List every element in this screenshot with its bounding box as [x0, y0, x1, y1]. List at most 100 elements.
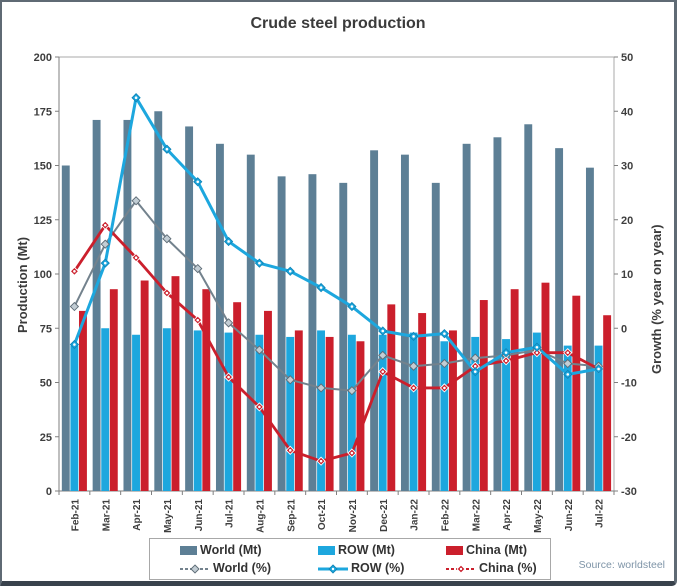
right-axis-tick-label: -10 [621, 378, 637, 390]
x-axis-label: Feb-21 [70, 499, 81, 532]
marker-World (%) [285, 375, 295, 385]
marker-dot [134, 256, 138, 260]
bar-World (Mt) [555, 148, 564, 491]
marker-dot [566, 373, 570, 376]
right-axis-title: Growth (% year on year) [649, 224, 664, 374]
world-mt-swatch-icon [180, 545, 197, 555]
marker-dot [350, 451, 354, 455]
marker-dot [196, 318, 200, 322]
bar-China (Mt) [418, 313, 427, 491]
marker-dot [412, 335, 415, 338]
legend-label-world-pct: World (%) [213, 560, 272, 575]
bar-China (Mt) [79, 310, 87, 491]
legend-item-world-mt: World (Mt) [158, 543, 296, 557]
marker-dot [473, 364, 477, 368]
bar-China (Mt) [140, 280, 149, 491]
left-axis-tick-label: 125 [34, 215, 52, 227]
right-axis-tick-label: 50 [621, 52, 633, 64]
bar-ROW (Mt) [502, 339, 510, 491]
marker-dot [504, 359, 508, 363]
bar-ROW (Mt) [347, 334, 356, 491]
legend-marker-dot [331, 567, 335, 570]
bar-World (Mt) [61, 165, 70, 491]
marker-dot [535, 345, 539, 349]
x-axis-label: Aug-21 [255, 499, 266, 533]
bar-ROW (Mt) [532, 332, 541, 491]
x-axis-label: Apr-22 [502, 499, 513, 531]
marker-dot [258, 261, 261, 265]
bar-China (Mt) [387, 304, 396, 491]
bar-China (Mt) [449, 330, 457, 491]
bar-China (Mt) [356, 341, 365, 491]
marker-World (%) [378, 350, 388, 361]
x-axis-label: Mar-21 [101, 499, 112, 532]
left-axis-tick-label: 50 [40, 378, 52, 390]
bar-China (Mt) [479, 300, 488, 491]
bar-ROW (Mt) [255, 334, 264, 491]
marker-dot [258, 405, 261, 409]
bar-China (Mt) [109, 289, 118, 491]
left-axis-tick-label: 0 [46, 486, 52, 498]
x-axis-label: Jul-22 [595, 499, 606, 528]
marker-dot [134, 96, 138, 99]
legend: World (Mt) ROW (Mt) China (Mt) World (%)… [149, 538, 551, 580]
chart-title: Crude steel production [250, 15, 426, 32]
marker-World (%) [439, 358, 450, 369]
line-ROW (%) [73, 96, 599, 376]
legend-marker [190, 564, 200, 574]
bar-World (Mt) [154, 111, 163, 491]
bar-China (Mt) [510, 289, 519, 491]
marker-dot [319, 459, 323, 463]
right-axis-tick-label: 20 [621, 215, 633, 227]
marker-dot [597, 367, 600, 371]
x-axis-label: Apr-21 [132, 499, 143, 531]
left-axis-tick-label: 75 [40, 323, 52, 335]
x-axis-label: May-21 [163, 499, 174, 533]
bar-China (Mt) [202, 289, 211, 491]
marker-World (%) [254, 345, 265, 355]
bar-ROW (Mt) [471, 336, 480, 491]
bar-World (Mt) [308, 174, 317, 491]
marker-dot [227, 375, 230, 379]
x-axis-label: Mar-22 [471, 499, 482, 532]
right-axis-tick-label: 10 [621, 269, 633, 281]
x-axis-label: Sep-21 [286, 499, 297, 532]
marker-dot [288, 449, 292, 452]
marker-dot [103, 223, 107, 227]
marker-World (%) [162, 234, 172, 244]
row-pct-line-icon [318, 563, 348, 574]
bar-World (Mt) [524, 124, 533, 492]
bar-ROW (Mt) [594, 345, 603, 491]
marker-World (%) [193, 263, 203, 274]
bar-ROW (Mt) [224, 332, 233, 491]
legend-item-china-mt: China (Mt) [424, 543, 552, 557]
bar-China (Mt) [603, 315, 612, 491]
right-axis-tick-label: -20 [621, 432, 637, 444]
x-axis-label: Jun-21 [194, 499, 205, 532]
marker-dot [443, 386, 446, 390]
bar-World (Mt) [92, 119, 101, 492]
x-axis-label: May-22 [533, 499, 544, 533]
bar-China (Mt) [294, 330, 303, 491]
x-axis-label: Jun-22 [564, 499, 575, 532]
left-axis-title: Production (Mt) [15, 236, 30, 333]
legend-item-row-mt: ROW (Mt) [296, 543, 424, 557]
china-mt-swatch-icon [446, 545, 463, 555]
bar-World (Mt) [339, 182, 348, 492]
marker-dot [443, 332, 446, 335]
bar-China (Mt) [233, 302, 242, 491]
left-axis-tick-label: 100 [34, 269, 52, 281]
x-axis-label: Jan-22 [410, 499, 421, 531]
legend-marker-dot [459, 567, 463, 570]
bar-World (Mt) [431, 182, 440, 492]
bar-ROW (Mt) [440, 341, 449, 491]
marker-dot [473, 370, 477, 373]
marker-dot [381, 329, 385, 333]
marker-dot [165, 147, 169, 151]
row-mt-swatch-icon [318, 545, 335, 555]
bar-ROW (Mt) [286, 336, 295, 491]
left-axis-tick-label: 200 [34, 52, 52, 64]
right-axis-tick-label: 30 [621, 161, 633, 173]
